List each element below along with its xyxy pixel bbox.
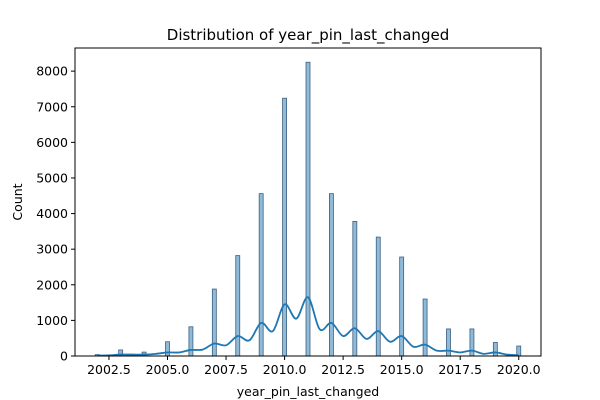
histogram-bar <box>469 328 475 357</box>
histogram-bar <box>399 256 405 357</box>
histogram-bar <box>305 61 311 357</box>
histogram-bar <box>422 298 428 357</box>
x-tick-label: 2010.0 <box>263 362 307 377</box>
y-tick-label: 3000 <box>36 242 68 257</box>
y-axis-ticks: 0 1000 2000 3000 4000 5000 6000 7000 8000 <box>36 64 75 364</box>
x-tick-label: 2015.0 <box>380 362 424 377</box>
y-tick-label: 2000 <box>36 277 68 292</box>
x-axis-ticks: 2002.5 2005.0 2007.5 2010.0 2012.5 2015.0 2017… <box>87 356 541 377</box>
x-tick-label: 2005.0 <box>146 362 190 377</box>
y-tick-label: 0 <box>60 349 68 364</box>
histogram-bar <box>165 341 170 357</box>
y-tick-label: 1000 <box>36 313 68 328</box>
x-tick-label: 2007.5 <box>204 362 248 377</box>
histogram-bar <box>492 342 498 357</box>
kde-line <box>97 296 519 357</box>
histogram-bar <box>235 255 241 357</box>
x-axis-label: year_pin_last_changed <box>237 384 379 399</box>
x-tick-label: 2012.5 <box>321 362 365 377</box>
x-tick-label: 2017.5 <box>438 362 482 377</box>
y-tick-label: 4000 <box>36 206 68 221</box>
x-tick-label: 2002.5 <box>87 362 131 377</box>
kde-group <box>97 296 519 357</box>
y-axis-label: Count <box>10 183 25 220</box>
bars-group <box>94 61 522 357</box>
x-tick-label: 2020.0 <box>497 362 541 377</box>
histogram-bar <box>329 193 334 357</box>
histogram-bar <box>446 328 451 357</box>
histogram-bar <box>258 193 264 357</box>
chart-title: Distribution of year_pin_last_changed <box>167 26 449 45</box>
y-tick-label: 7000 <box>36 99 68 114</box>
plot-frame <box>74 47 542 357</box>
y-tick-label: 8000 <box>36 64 68 79</box>
histogram-bar <box>188 326 194 357</box>
histogram-bar <box>211 288 217 357</box>
y-tick-label: 6000 <box>36 135 68 150</box>
y-tick-label: 5000 <box>36 170 68 185</box>
histogram-bar <box>352 221 358 357</box>
histogram-bar <box>282 97 287 357</box>
histogram-bar <box>375 236 381 357</box>
